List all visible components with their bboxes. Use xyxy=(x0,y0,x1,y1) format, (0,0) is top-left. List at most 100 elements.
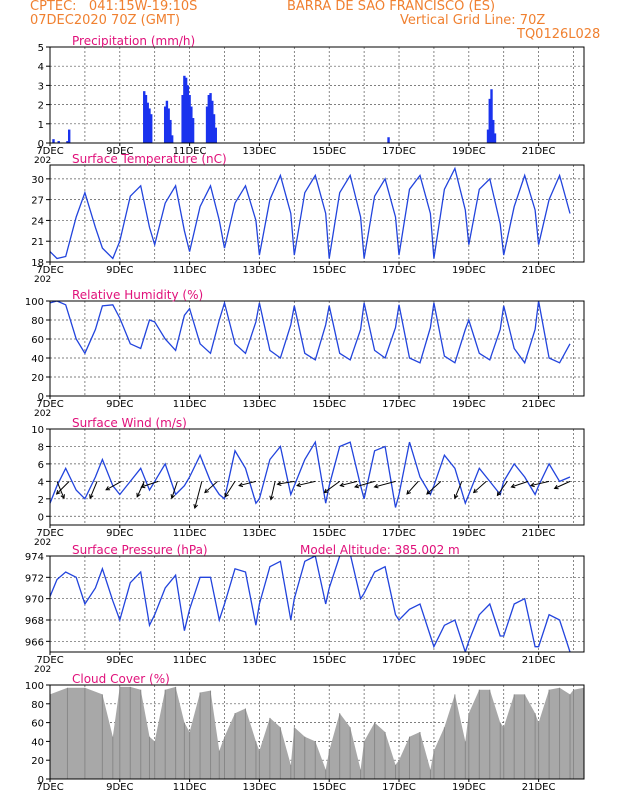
precip-bar xyxy=(490,89,493,143)
x-tick-label: 19DEC xyxy=(452,399,486,410)
panel-title: Cloud Cover (%) xyxy=(72,672,170,686)
wind-arrow-head xyxy=(238,482,244,488)
wind-arrow xyxy=(141,480,159,488)
precip-bar xyxy=(143,91,146,143)
precip-bar xyxy=(191,118,195,143)
x-tick-label: 19DEC xyxy=(452,265,486,276)
wind-arrow xyxy=(530,480,550,487)
precip-bar xyxy=(67,129,71,143)
wind-arrow-head xyxy=(529,482,535,488)
precip-bar xyxy=(144,95,148,143)
series-line xyxy=(50,301,571,365)
precip-bar xyxy=(209,93,212,143)
wind-arrow xyxy=(511,480,529,488)
wind-arrow xyxy=(270,481,276,500)
wind-arrow-head xyxy=(353,483,360,489)
x-tick-label: 15DEC xyxy=(312,265,346,276)
x-tick-label: 13DEC xyxy=(243,655,277,666)
x-tick-label: 9DEC xyxy=(106,782,133,793)
y-tick-label: 2 xyxy=(38,495,44,506)
wind-arrow-head xyxy=(136,492,141,498)
x-tick-label: 7DEC xyxy=(36,655,63,666)
x-tick-label: 17DEC xyxy=(382,782,416,793)
clipped-year-label: 202 xyxy=(34,156,51,166)
wind-arrow-head xyxy=(224,492,229,498)
panel-frame xyxy=(49,164,585,263)
x-tick-label: 21DEC xyxy=(522,528,556,539)
y-tick-label: 972 xyxy=(25,573,44,584)
x-tick-label: 21DEC xyxy=(522,265,556,276)
precip-bar xyxy=(148,108,151,143)
header-line2-right: Vertical Grid Line: 70Z xyxy=(400,13,546,28)
precip-bar xyxy=(186,85,190,143)
precip-bar xyxy=(66,141,69,143)
precip-bar xyxy=(163,106,167,143)
y-tick-label: 1 xyxy=(38,120,44,131)
panel-title: Surface Wind (m/s) xyxy=(72,416,187,430)
clipped-year-label: 202 xyxy=(34,409,51,419)
panel-title: Surface Temperature (nC) xyxy=(72,152,227,166)
precip-bar xyxy=(165,100,169,143)
precip-bar xyxy=(183,75,186,143)
precip-bar xyxy=(486,129,490,143)
y-tick-label: 27 xyxy=(31,196,44,207)
panel-5-plot-area xyxy=(50,686,584,779)
y-tick-label: 20 xyxy=(31,756,44,767)
panel-title: Relative Humidity (%) xyxy=(72,288,203,302)
y-tick-label: 4 xyxy=(38,62,44,73)
x-tick-label: 13DEC xyxy=(243,528,277,539)
y-tick-label: 5 xyxy=(38,43,44,54)
wind-arrow-head xyxy=(553,484,559,490)
precip-bar xyxy=(214,127,217,143)
panel-frame xyxy=(49,684,585,780)
panel-2-plot-area xyxy=(50,301,571,365)
x-tick-label: 13DEC xyxy=(243,399,277,410)
y-tick-label: 18 xyxy=(31,258,44,269)
wind-arrow xyxy=(340,480,358,487)
clipped-year-label: 202 xyxy=(34,538,51,548)
wind-arrow-head xyxy=(276,481,282,486)
y-tick-label: 2 xyxy=(38,101,44,112)
precip-bar xyxy=(184,77,188,143)
wind-arrow xyxy=(296,480,316,487)
panel-4-plot-area xyxy=(50,556,571,652)
x-tick-label: 15DEC xyxy=(312,146,346,157)
wind-arrow-head xyxy=(193,503,198,510)
x-tick-label: 13DEC xyxy=(243,265,277,276)
header-line1-left: CPTEC: 041:15W-19:10S xyxy=(30,0,198,14)
wind-arrow xyxy=(374,480,396,488)
precip-bar xyxy=(492,119,495,143)
wind-arrow xyxy=(171,481,178,499)
panel-3-plot-area xyxy=(50,440,571,510)
x-tick-label: 7DEC xyxy=(36,399,63,410)
panel-title: Precipitation (mm/h) xyxy=(72,34,195,48)
x-tick-label: 17DEC xyxy=(382,655,416,666)
x-tick-label: 9DEC xyxy=(106,528,133,539)
wind-arrow xyxy=(426,480,442,495)
x-tick-label: 21DEC xyxy=(522,782,556,793)
y-tick-label: 10 xyxy=(31,425,44,436)
series-line xyxy=(50,440,571,508)
x-tick-label: 9DEC xyxy=(106,655,133,666)
x-tick-label: 19DEC xyxy=(452,146,486,157)
precip-bar xyxy=(207,95,211,143)
x-tick-label: 17DEC xyxy=(382,265,416,276)
wind-arrow-head xyxy=(510,483,516,489)
y-tick-label: 100 xyxy=(25,681,44,692)
wind-arrow-head xyxy=(269,495,274,501)
wind-arrow xyxy=(454,481,463,499)
clipped-year-label: 202 xyxy=(34,665,51,675)
x-tick-label: 17DEC xyxy=(382,399,416,410)
x-tick-label: 21DEC xyxy=(522,146,556,157)
precip-bar xyxy=(169,119,172,143)
wind-arrow xyxy=(194,481,203,509)
wind-arrow xyxy=(204,480,218,493)
y-tick-label: 0 xyxy=(38,775,44,786)
wind-arrow-head xyxy=(105,486,111,491)
y-tick-label: 966 xyxy=(25,637,44,648)
wind-arrow xyxy=(554,480,571,489)
wind-arrow-head xyxy=(339,482,345,488)
x-tick-label: 15DEC xyxy=(312,655,346,666)
wind-arrow xyxy=(239,480,257,487)
x-tick-label: 21DEC xyxy=(522,655,556,666)
